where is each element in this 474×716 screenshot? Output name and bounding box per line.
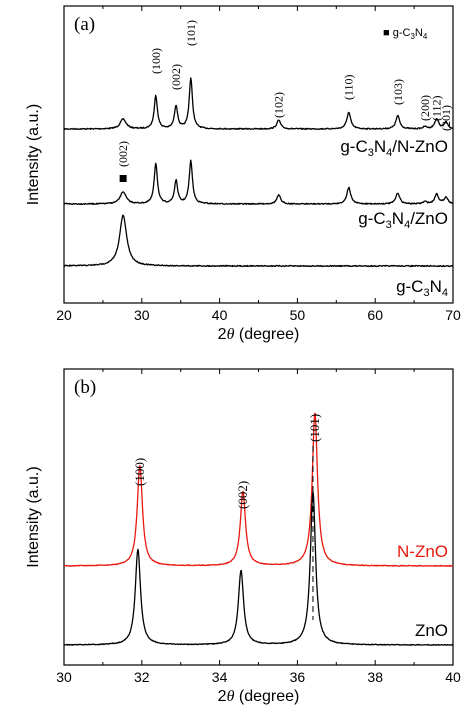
series-label-gc3n4-part: 3 (423, 287, 429, 299)
panel-label: (b) (74, 377, 96, 398)
x-axis-label-suffix: (degree) (234, 688, 299, 705)
peak-label: (201) (439, 105, 453, 131)
xrd-series-line (63, 214, 454, 268)
y-axis-label: Intensity (a.u.) (25, 466, 42, 567)
peak-marker-square (119, 175, 127, 182)
x-axis-label-suffix: (degree) (234, 326, 299, 343)
x-axis-label-prefix: 2 (218, 326, 227, 343)
x-axis-label-theta: θ (227, 326, 235, 343)
legend-marker: ■ (383, 27, 393, 39)
x-axis-label: 2θ (degree) (218, 688, 300, 705)
series-label-gc3n4-nzno-part: /N-ZnO (392, 137, 448, 156)
series-label-gc3n4-nzno-part: 3 (368, 147, 374, 159)
x-tick-label: 38 (367, 669, 383, 685)
x-axis-label-theta: θ (227, 688, 235, 705)
x-tick-label: 30 (56, 669, 72, 685)
legend-text: g-C (393, 27, 411, 39)
series-label-gc3n4-zno: g-C3N4/ZnO (358, 209, 448, 231)
series-label-zno: ZnO (415, 621, 448, 640)
peak-label: (002) (235, 481, 250, 509)
xrd-series-line (63, 490, 454, 646)
series-label-gc3n4-zno-part: g-C (358, 209, 385, 228)
peak-label: (100) (132, 458, 147, 486)
peak-label: (101) (184, 20, 198, 46)
x-tick-label: 20 (56, 307, 72, 323)
series-label-nzno: N-ZnO (397, 542, 448, 561)
series-label-gc3n4-zno-part: 3 (386, 219, 392, 231)
peak-label: (110) (342, 74, 356, 100)
series-label-gc3n4-zno-part: N (392, 209, 404, 228)
legend-sub: 3 (410, 32, 415, 41)
series-label-gc3n4-nzno: g-C3N4/N-ZnO (340, 137, 448, 159)
legend-entry: ■ g-C3N4 (383, 27, 428, 41)
plot-frame (63, 368, 454, 666)
x-axis-label-prefix: 2 (218, 688, 227, 705)
x-tick-label: 50 (290, 307, 306, 323)
peak-label: (002) (169, 64, 183, 90)
xrd-series-line (63, 77, 454, 131)
panel-b: 30 32 34 36 38 40 2θ (degree) Intensity (a.u.) (… (25, 368, 461, 705)
panel-a: 20 30 40 50 60 70 2θ (degree) Intensity (a.u.) (… (25, 5, 461, 343)
y-axis-label: Intensity (a.u.) (25, 104, 42, 205)
peak-label: (101) (307, 414, 322, 442)
x-tick-label: 40 (445, 669, 461, 685)
x-tick-label: 32 (134, 669, 150, 685)
xrd-series-line (63, 412, 454, 567)
series-label-gc3n4-part: g-C (396, 277, 423, 296)
x-axis-label: 2θ (degree) (218, 326, 300, 343)
peak-label: (112) (430, 95, 444, 121)
peak-label: (200) (418, 95, 432, 121)
x-tick-label: 60 (367, 307, 383, 323)
x-tick-label: 36 (290, 669, 306, 685)
peak-label: (002) (116, 141, 130, 167)
xrd-series-line (63, 159, 454, 206)
series-label-gc3n4-zno-part: 4 (404, 219, 410, 231)
series-label-gc3n4: g-C3N4 (396, 277, 448, 299)
panel-label: (a) (74, 14, 95, 35)
series-label-gc3n4-nzno-part: N (374, 137, 386, 156)
x-tick-label: 34 (212, 669, 228, 685)
series-label-gc3n4-part: 4 (442, 287, 448, 299)
series-label-gc3n4-nzno-part: 4 (386, 147, 392, 159)
legend-sub: 4 (423, 32, 428, 41)
legend-text: N (415, 27, 423, 39)
series-label-gc3n4-part: N (430, 277, 442, 296)
series-label-gc3n4-zno-part: /ZnO (410, 209, 448, 228)
peak-label: (100) (149, 48, 163, 74)
x-tick-label: 70 (445, 307, 461, 323)
series-label-gc3n4-nzno-part: g-C (340, 137, 367, 156)
peak-label: (103) (391, 79, 405, 105)
x-tick-label: 40 (212, 307, 228, 323)
peak-label: (102) (272, 92, 286, 118)
x-tick-label: 30 (134, 307, 150, 323)
